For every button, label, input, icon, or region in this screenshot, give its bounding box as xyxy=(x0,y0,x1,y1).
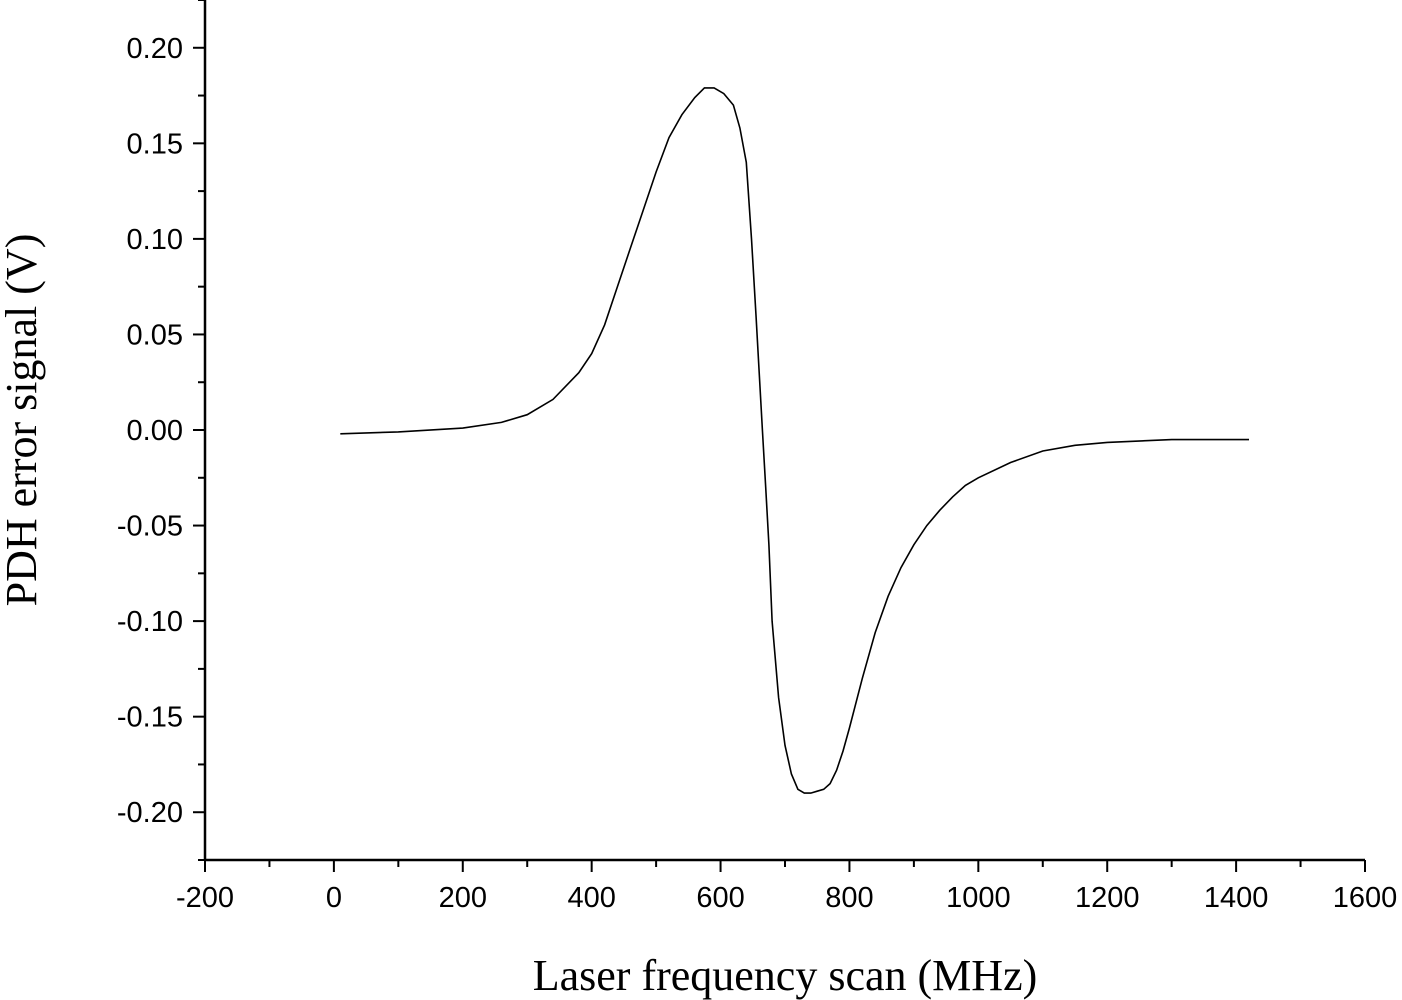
x-tick-label: 1200 xyxy=(1075,882,1140,914)
y-tick-label: -0.05 xyxy=(117,511,183,543)
y-tick-label: 0.15 xyxy=(127,128,183,160)
x-tick-label: 200 xyxy=(439,882,487,914)
series-line xyxy=(340,87,1249,794)
tick-marks xyxy=(193,0,1366,872)
x-tick-label: 1000 xyxy=(946,882,1011,914)
y-tick-labels: -0.20 -0.15 -0.10 -0.05 0.00 0.05 0.10 0.15 0.20 xyxy=(117,33,183,829)
y-tick-label: -0.20 xyxy=(117,797,183,829)
y-tick-label: 0.00 xyxy=(127,415,183,447)
axes xyxy=(203,0,1365,862)
x-axis-label: Laser frequency scan (MHz) xyxy=(533,951,1038,1000)
x-tick-label: 1400 xyxy=(1204,882,1269,914)
x-tick-label: 800 xyxy=(825,882,873,914)
x-tick-label: 600 xyxy=(696,882,744,914)
x-tick-label: 0 xyxy=(326,882,342,914)
x-tick-labels: -200 0 200 400 600 800 1000 1200 1400 1600 xyxy=(176,882,1397,914)
y-tick-label: 0.20 xyxy=(127,33,183,65)
x-tick-label: -200 xyxy=(176,882,234,914)
x-tick-label: 1600 xyxy=(1333,882,1398,914)
y-tick-label: 0.10 xyxy=(127,224,183,256)
y-tick-label: 0.05 xyxy=(127,319,183,351)
x-tick-label: 400 xyxy=(567,882,615,914)
series-group xyxy=(340,87,1249,794)
y-tick-label: -0.10 xyxy=(117,606,183,638)
y-axis-label: PDH error signal (V) xyxy=(0,234,46,607)
y-tick-label: -0.15 xyxy=(117,702,183,734)
